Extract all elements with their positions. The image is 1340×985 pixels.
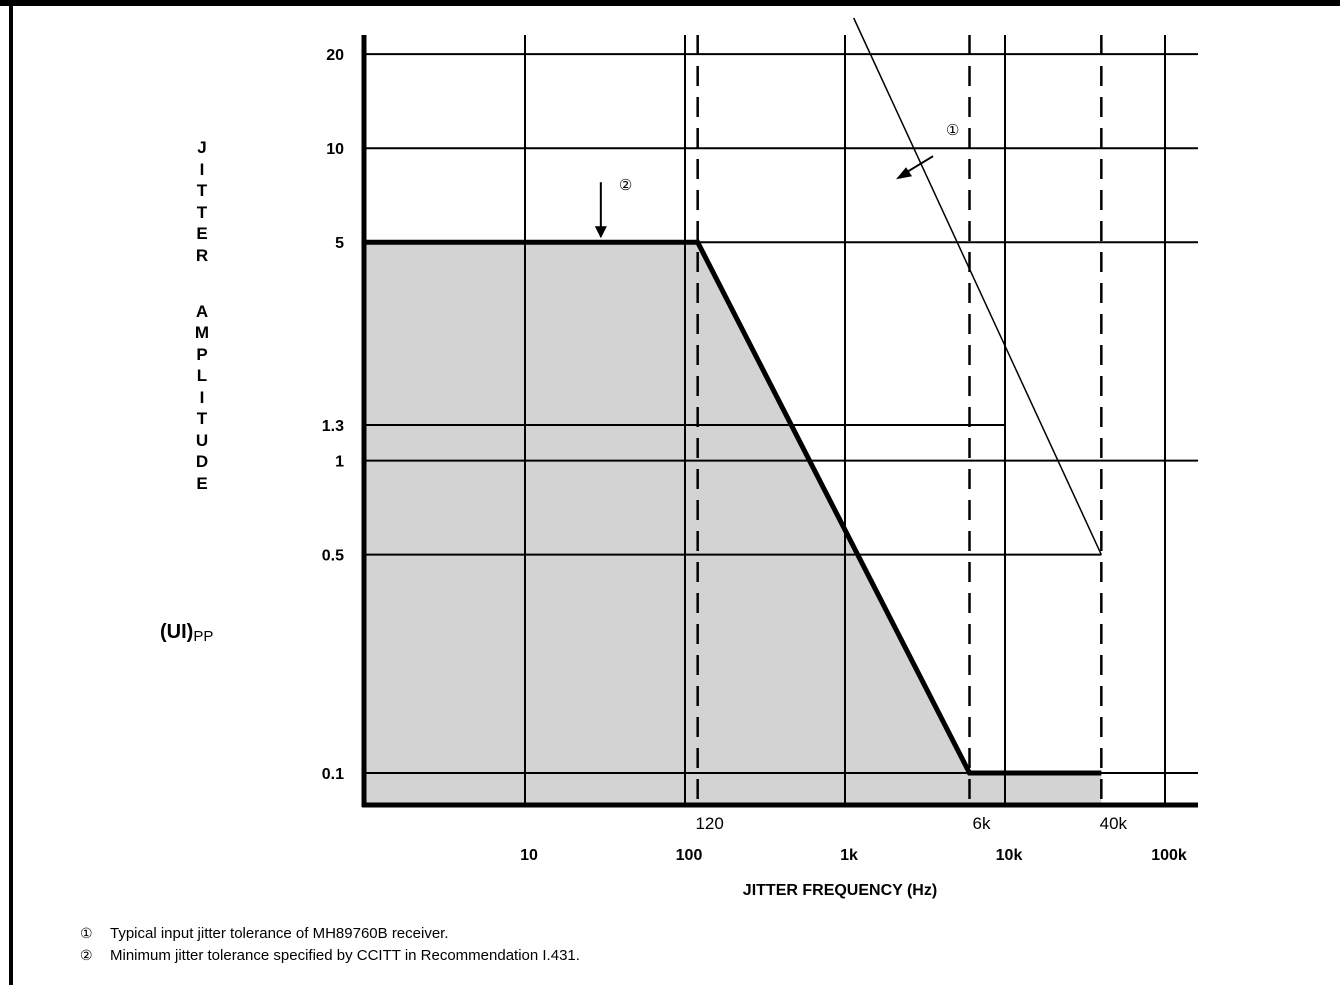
x-axis-title: JITTER FREQUENCY (Hz) (743, 882, 937, 899)
series-minimum-tolerance-line (364, 239, 1102, 776)
y-axis-title-letter: D (195, 452, 209, 471)
callout-1-arrowhead (896, 167, 913, 180)
footnote-1: ① Typical input jitter tolerance of MH897… (80, 925, 449, 942)
callout-1-marker: ① (946, 122, 959, 139)
footnote-2-text: Minimum jitter tolerance specified by CC… (110, 947, 580, 964)
y-axis-title-letter: T (196, 181, 208, 200)
y-axis-title-letter: E (196, 473, 208, 493)
y-axis-title-letter: I (199, 159, 205, 179)
x-marker-label: 40k (1100, 814, 1128, 833)
footnote-1-text: Typical input jitter tolerance of MH8976… (110, 925, 449, 942)
shaded-region (364, 242, 1102, 806)
y-tick-label: 0.5 (322, 548, 344, 565)
y-axis-title-letter: R (195, 245, 209, 265)
y-axis-title-letter: P (196, 344, 208, 364)
callout-2-marker: ② (619, 177, 632, 194)
series-typical-tolerance-line (853, 17, 1103, 555)
y-tick-label: 10 (326, 141, 344, 158)
x-tick-label: 10 (520, 847, 538, 864)
y-tick-label: 1.3 (322, 418, 344, 435)
x-marker-label: 6k (973, 814, 991, 833)
y-tick-label: 20 (326, 47, 344, 64)
y-axis-unit: (UI)PP (160, 621, 214, 645)
y-axis-title-letter: E (196, 224, 208, 243)
x-tick-label: 100 (676, 847, 703, 864)
y-axis-title-letter: M (194, 323, 210, 342)
x-tick-label: 1k (840, 847, 858, 864)
x-tick-label: 100k (1151, 847, 1187, 864)
x-marker-label: 120 (695, 814, 723, 833)
y-axis-title-letter: T (196, 202, 208, 222)
y-axis-title-letter: I (199, 387, 205, 407)
y-axis-title-letter: L (196, 366, 208, 385)
y-tick-label: 5 (335, 235, 344, 252)
footnote-1-marker: ① (80, 925, 93, 941)
y-tick-label: 0.1 (322, 766, 344, 783)
footnote-2-marker: ② (80, 947, 93, 963)
callout-2-arrowhead (594, 226, 607, 239)
x-tick-label: 10k (996, 847, 1023, 864)
y-axis-title-letter: J (197, 138, 207, 157)
y-tick-label: 1 (335, 454, 344, 471)
y-axis-title-letter: A (195, 301, 209, 321)
y-axis-title-letter: U (195, 430, 209, 450)
footnote-2: ② Minimum jitter tolerance specified by C… (80, 947, 580, 964)
y-axis-title-letter: T (196, 409, 208, 428)
